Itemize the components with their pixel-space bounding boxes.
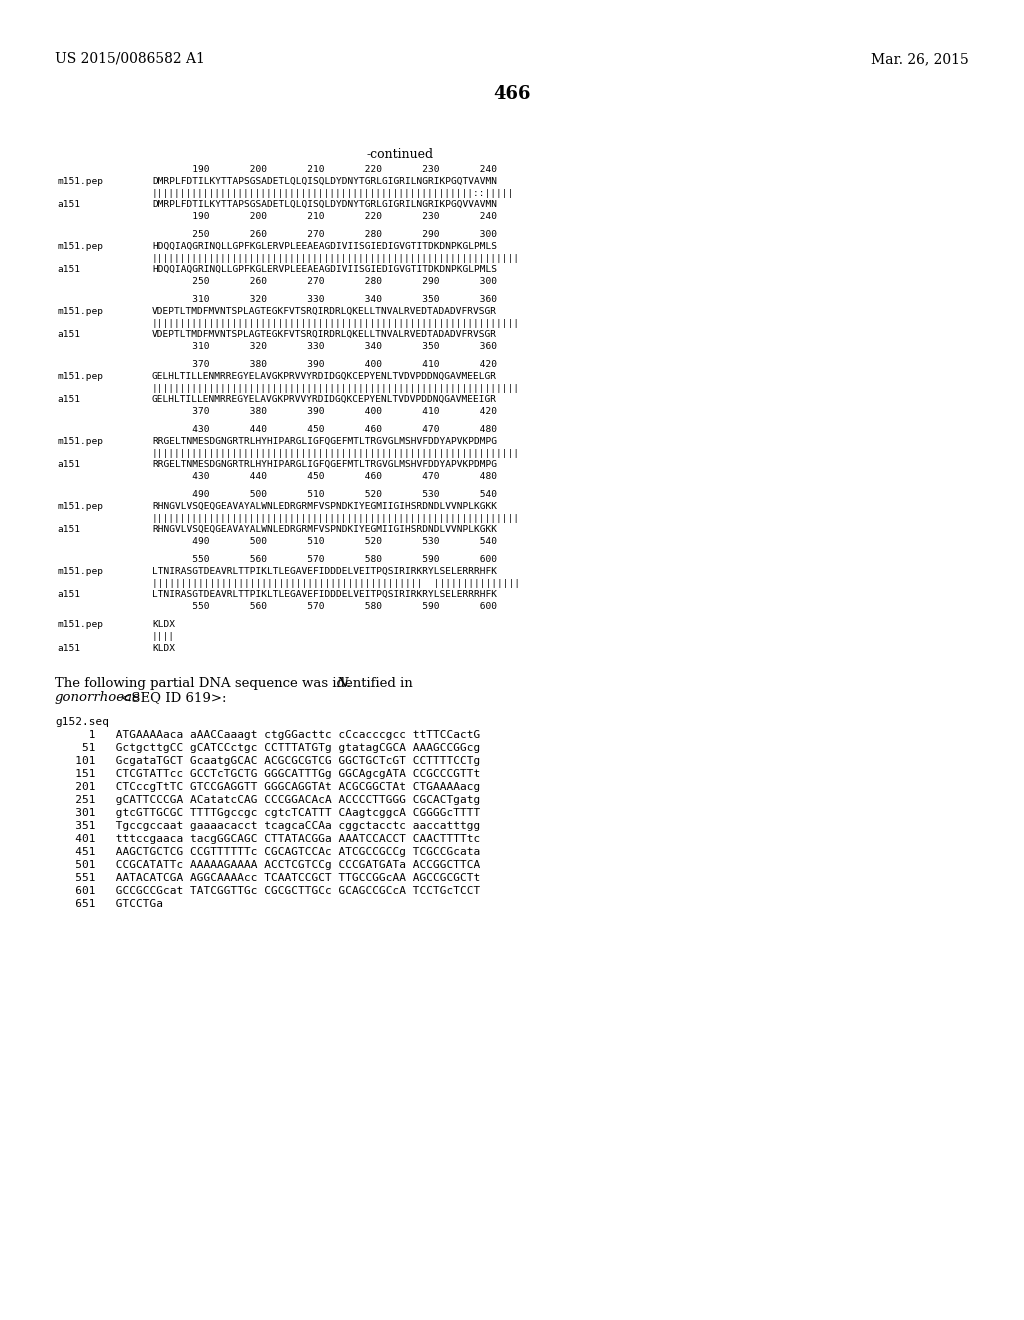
Text: RHNGVLVSQEQGEAVAYALWNLEDRGRMFVSPNDKIYEGMIIGIHSRDNDLVVNPLKGKK: RHNGVLVSQEQGEAVAYALWNLEDRGRMFVSPNDKIYEGM… bbox=[152, 502, 497, 511]
Text: 201   CTCccgTtTC GTCCGAGGTT GGGCAGGTAt ACGCGGCTAt CTGAAAAacg: 201 CTCccgTtTC GTCCGAGGTT GGGCAGGTAt ACG… bbox=[55, 783, 480, 792]
Text: RRGELTNMESDGNGRTRLHYHIPARGLIGFQGEFMTLTRGVGLMSHVFDDYAPVKPDMPG: RRGELTNMESDGNGRTRLHYHIPARGLIGFQGEFMTLTRG… bbox=[152, 437, 497, 446]
Text: ||||||||||||||||||||||||||||||||||||||||||||||||||||||||||||||||: ||||||||||||||||||||||||||||||||||||||||… bbox=[152, 384, 520, 392]
Text: a151: a151 bbox=[57, 644, 80, 652]
Text: 490       500       510       520       530       540: 490 500 510 520 530 540 bbox=[152, 537, 497, 546]
Text: 601   GCCGCCGcat TATCGGTTGc CGCGCTTGCc GCAGCCGCcA TCCTGcTCCT: 601 GCCGCCGcat TATCGGTTGc CGCGCTTGCc GCA… bbox=[55, 887, 480, 896]
Text: 466: 466 bbox=[494, 84, 530, 103]
Text: 151   CTCGTATTcc GCCTcTGCTG GGGCATTTGg GGCAgcgATA CCGCCCGTTt: 151 CTCGTATTcc GCCTcTGCTG GGGCATTTGg GGC… bbox=[55, 770, 480, 779]
Text: LTNIRASGTDEAVRLTTPIKLTLEGAVEFIDDDELVEITPQSIRIRKRYLSELERRRHFK: LTNIRASGTDEAVRLTTPIKLTLEGAVEFIDDDELVEITP… bbox=[152, 590, 497, 599]
Text: m151.pep: m151.pep bbox=[57, 437, 103, 446]
Text: 501   CCGCATATTc AAAAAGAAAA ACCTCGTCCg CCCGATGATa ACCGGCTTCA: 501 CCGCATATTc AAAAAGAAAA ACCTCGTCCg CCC… bbox=[55, 861, 480, 870]
Text: 101   GcgataTGCT GcaatgGCAC ACGCGCGTCG GGCTGCTcGT CCTTTTCCTg: 101 GcgataTGCT GcaatgGCAC ACGCGCGTCG GGC… bbox=[55, 756, 480, 767]
Text: GELHLTILLENMRREGYELAVGKPRVVYRDIDGQKCEPYENLTVDVPDDNQGAVMEEIGR: GELHLTILLENMRREGYELAVGKPRVVYRDIDGQKCEPYE… bbox=[152, 396, 497, 404]
Text: GELHLTILLENMRREGYELAVGKPRVVYRDIDGQKCEPYENLTVDVPDDNQGAVMEELGR: GELHLTILLENMRREGYELAVGKPRVVYRDIDGQKCEPYE… bbox=[152, 372, 497, 380]
Text: RRGELTNMESDGNGRTRLHYHIPARGLIGFQGEFMTLTRGVGLMSHVFDDYAPVKPDMPG: RRGELTNMESDGNGRTRLHYHIPARGLIGFQGEFMTLTRG… bbox=[152, 461, 497, 470]
Text: ||||||||||||||||||||||||||||||||||||||||||||||||||||||||||||||||: ||||||||||||||||||||||||||||||||||||||||… bbox=[152, 513, 520, 523]
Text: a151: a151 bbox=[57, 461, 80, 470]
Text: DMRPLFDTILKYTTAPSGSADETLQLQISQLDYDNYTGRLGIGRILNGRIKPGQVVAVMN: DMRPLFDTILKYTTAPSGSADETLQLQISQLDYDNYTGRL… bbox=[152, 201, 497, 210]
Text: 310       320       330       340       350       360: 310 320 330 340 350 360 bbox=[152, 342, 497, 351]
Text: g152.seq: g152.seq bbox=[55, 717, 109, 727]
Text: LTNIRASGTDEAVRLTTPIKLTLEGAVEFIDDDELVEITPQSIRIRKRYLSELERRRHFK: LTNIRASGTDEAVRLTTPIKLTLEGAVEFIDDDELVEITP… bbox=[152, 566, 497, 576]
Text: US 2015/0086582 A1: US 2015/0086582 A1 bbox=[55, 51, 205, 66]
Text: 190       200       210       220       230       240: 190 200 210 220 230 240 bbox=[152, 213, 497, 222]
Text: 370       380       390       400       410       420: 370 380 390 400 410 420 bbox=[152, 360, 497, 370]
Text: 551   AATACATCGA AGGCAAAAcc TCAATCCGCT TTGCCGGcAA AGCCGCGCTt: 551 AATACATCGA AGGCAAAAcc TCAATCCGCT TTG… bbox=[55, 874, 480, 883]
Text: a151: a151 bbox=[57, 590, 80, 599]
Text: 250       260       270       280       290       300: 250 260 270 280 290 300 bbox=[152, 230, 497, 239]
Text: N.: N. bbox=[336, 677, 351, 690]
Text: m151.pep: m151.pep bbox=[57, 372, 103, 380]
Text: 51   GctgcttgCC gCATCCctgc CCTTTATGTg gtatagCGCA AAAGCCGGcg: 51 GctgcttgCC gCATCCctgc CCTTTATGTg gtat… bbox=[55, 743, 480, 754]
Text: 651   GTCCTGa: 651 GTCCTGa bbox=[55, 899, 163, 909]
Text: HDQQIAQGRINQLLGPFKGLERVPLEEAEAGDIVIISGIEDIGVGTITDKDNPKGLPMLS: HDQQIAQGRINQLLGPFKGLERVPLEEAEAGDIVIISGIE… bbox=[152, 242, 497, 251]
Text: m151.pep: m151.pep bbox=[57, 566, 103, 576]
Text: ||||||||||||||||||||||||||||||||||||||||||||||||||||||||||||||||: ||||||||||||||||||||||||||||||||||||||||… bbox=[152, 318, 520, 327]
Text: ||||||||||||||||||||||||||||||||||||||||||||||||||||||||||||||||: ||||||||||||||||||||||||||||||||||||||||… bbox=[152, 253, 520, 263]
Text: m151.pep: m151.pep bbox=[57, 502, 103, 511]
Text: 301   gtcGTTGCGC TTTTGgccgc cgtcTCATTT CAagtcggcA CGGGGcTTTT: 301 gtcGTTGCGC TTTTGgccgc cgtcTCATTT CAa… bbox=[55, 808, 480, 818]
Text: a151: a151 bbox=[57, 330, 80, 339]
Text: VDEPTLTMDFMVNTSPLAGTEGKFVTSRQIRDRLQKELLTNVALRVEDTADADVFRVSGR: VDEPTLTMDFMVNTSPLAGTEGKFVTSRQIRDRLQKELLT… bbox=[152, 330, 497, 339]
Text: m151.pep: m151.pep bbox=[57, 177, 103, 186]
Text: 550       560       570       580       590       600: 550 560 570 580 590 600 bbox=[152, 554, 497, 564]
Text: KLDX: KLDX bbox=[152, 620, 175, 630]
Text: DMRPLFDTILKYTTAPSGSADETLQLQISQLDYDNYTGRLGIGRILNGRIKPGQTVAVMN: DMRPLFDTILKYTTAPSGSADETLQLQISQLDYDNYTGRL… bbox=[152, 177, 497, 186]
Text: 370       380       390       400       410       420: 370 380 390 400 410 420 bbox=[152, 407, 497, 416]
Text: 1   ATGAAAAaca aAACCaaagt ctgGGacttc cCcacccgcc ttTTCCactG: 1 ATGAAAAaca aAACCaaagt ctgGGacttc cCcac… bbox=[55, 730, 480, 741]
Text: 310       320       330       340       350       360: 310 320 330 340 350 360 bbox=[152, 294, 497, 304]
Text: 250       260       270       280       290       300: 250 260 270 280 290 300 bbox=[152, 277, 497, 286]
Text: VDEPTLTMDFMVNTSPLAGTEGKFVTSRQIRDRLQKELLTNVALRVEDTADADVFRVSGR: VDEPTLTMDFMVNTSPLAGTEGKFVTSRQIRDRLQKELLT… bbox=[152, 306, 497, 315]
Text: HDQQIAQGRINQLLGPFKGLERVPLEEAEAGDIVIISGIEDIGVGTITDKDNPKGLPMLS: HDQQIAQGRINQLLGPFKGLERVPLEEAEAGDIVIISGIE… bbox=[152, 265, 497, 275]
Text: gonorrhoeae: gonorrhoeae bbox=[55, 692, 141, 705]
Text: <SEQ ID 619>:: <SEQ ID 619>: bbox=[116, 692, 226, 705]
Text: 490       500       510       520       530       540: 490 500 510 520 530 540 bbox=[152, 490, 497, 499]
Text: 451   AAGCTGCTCG CCGTTTTTTc CGCAGTCCAc ATCGCCGCCg TCGCCGcata: 451 AAGCTGCTCG CCGTTTTTTc CGCAGTCCAc ATC… bbox=[55, 847, 480, 858]
Text: -continued: -continued bbox=[367, 148, 433, 161]
Text: |||||||||||||||||||||||||||||||||||||||||||||||  |||||||||||||||: ||||||||||||||||||||||||||||||||||||||||… bbox=[152, 578, 520, 587]
Text: 550       560       570       580       590       600: 550 560 570 580 590 600 bbox=[152, 602, 497, 611]
Text: 401   tttccgaaca tacgGGCAGC CTTATACGGa AAATCCACCT CAACTTTTtc: 401 tttccgaaca tacgGGCAGC CTTATACGGa AAA… bbox=[55, 834, 480, 845]
Text: 351   Tgccgccaat gaaaacacct tcagcaCCAa cggctacctc aaccatttgg: 351 Tgccgccaat gaaaacacct tcagcaCCAa cgg… bbox=[55, 821, 480, 832]
Text: ||||: |||| bbox=[152, 632, 175, 640]
Text: ||||||||||||||||||||||||||||||||||||||||||||||||||||||||::|||||: ||||||||||||||||||||||||||||||||||||||||… bbox=[152, 189, 514, 198]
Text: KLDX: KLDX bbox=[152, 644, 175, 652]
Text: 430       440       450       460       470       480: 430 440 450 460 470 480 bbox=[152, 425, 497, 434]
Text: a151: a151 bbox=[57, 396, 80, 404]
Text: a151: a151 bbox=[57, 525, 80, 535]
Text: RHNGVLVSQEQGEAVAYALWNLEDRGRMFVSPNDKIYEGMIIGIHSRDNDLVVNPLKGKK: RHNGVLVSQEQGEAVAYALWNLEDRGRMFVSPNDKIYEGM… bbox=[152, 525, 497, 535]
Text: 251   gCATTCCCGA ACatatcCAG CCCGGACAcA ACCCCTTGGG CGCACTgatg: 251 gCATTCCCGA ACatatcCAG CCCGGACAcA ACC… bbox=[55, 796, 480, 805]
Text: Mar. 26, 2015: Mar. 26, 2015 bbox=[871, 51, 969, 66]
Text: a151: a151 bbox=[57, 265, 80, 275]
Text: a151: a151 bbox=[57, 201, 80, 210]
Text: The following partial DNA sequence was identified in: The following partial DNA sequence was i… bbox=[55, 677, 417, 690]
Text: ||||||||||||||||||||||||||||||||||||||||||||||||||||||||||||||||: ||||||||||||||||||||||||||||||||||||||||… bbox=[152, 449, 520, 458]
Text: 430       440       450       460       470       480: 430 440 450 460 470 480 bbox=[152, 473, 497, 482]
Text: m151.pep: m151.pep bbox=[57, 242, 103, 251]
Text: m151.pep: m151.pep bbox=[57, 306, 103, 315]
Text: 190       200       210       220       230       240: 190 200 210 220 230 240 bbox=[152, 165, 497, 174]
Text: m151.pep: m151.pep bbox=[57, 620, 103, 630]
